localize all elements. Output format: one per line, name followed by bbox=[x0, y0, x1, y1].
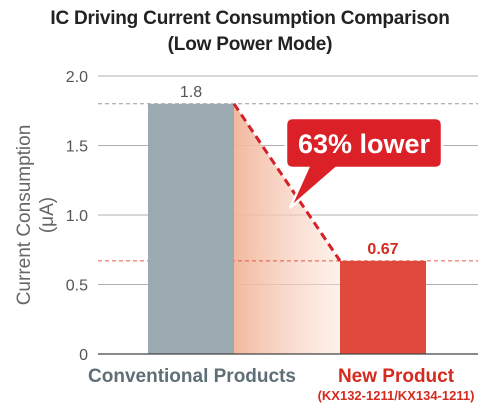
y-tick-label: 0.5 bbox=[66, 278, 88, 295]
y-axis-unit: (μA) bbox=[37, 197, 58, 233]
bar bbox=[148, 103, 234, 354]
reduction-area bbox=[234, 103, 340, 354]
y-tick-label: 2.0 bbox=[66, 69, 88, 86]
chart-subtitle: (Low Power Mode) bbox=[167, 34, 333, 55]
y-axis-label: Current Consumption bbox=[14, 125, 35, 306]
data-label: 0.67 bbox=[367, 241, 398, 258]
category-label: Conventional Products bbox=[88, 366, 296, 387]
reduction-line bbox=[232, 102, 342, 262]
bars bbox=[148, 103, 426, 354]
category-sublabel: (KX132-1211/KX134-1211) bbox=[318, 388, 475, 403]
bar bbox=[340, 260, 426, 354]
data-labels: 1.8 0.67 bbox=[180, 84, 399, 258]
callout-bubble bbox=[284, 116, 444, 209]
category-labels: Conventional Products New Product(KX132-1… bbox=[88, 366, 474, 403]
callout-text: 63% lower bbox=[298, 129, 431, 159]
reduction-callout: 63% lower bbox=[284, 116, 444, 209]
category-label: New Product bbox=[338, 366, 455, 387]
y-tick-label: 1.5 bbox=[66, 139, 88, 156]
y-tick-label: 0 bbox=[79, 347, 88, 364]
data-label: 1.8 bbox=[180, 84, 202, 101]
chart-title: IC Driving Current Consumption Compariso… bbox=[50, 8, 450, 29]
y-tick-label: 1.0 bbox=[66, 208, 88, 225]
y-tick-labels: 0 0.5 1.0 1.5 2.0 bbox=[66, 69, 88, 364]
